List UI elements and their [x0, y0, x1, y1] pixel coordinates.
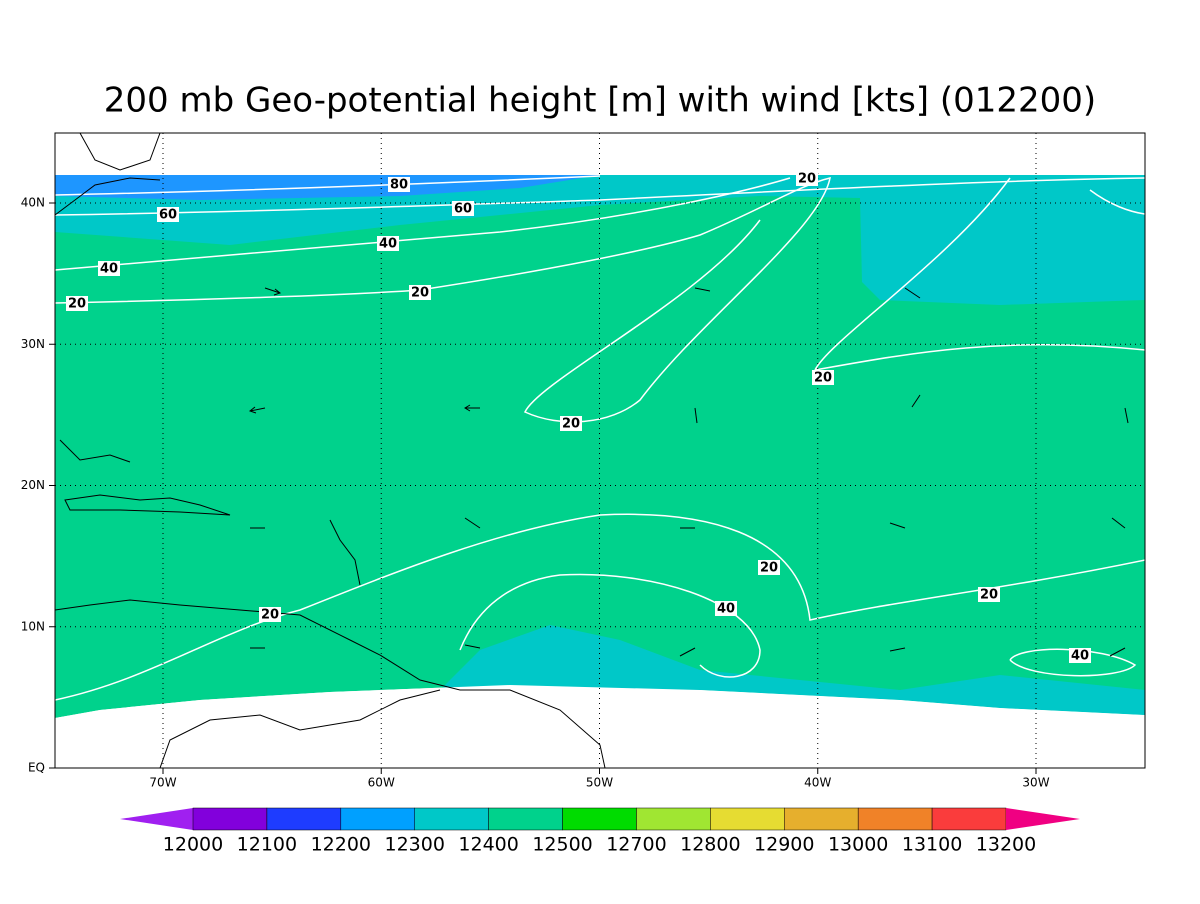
- wind-arrows: [248, 287, 1129, 657]
- contour-label: 20: [814, 371, 832, 386]
- lon-label: 30W: [1022, 776, 1049, 790]
- contour-label: 60: [454, 202, 472, 217]
- field-teal-north: [55, 175, 1145, 305]
- colorbar-box: [636, 807, 711, 831]
- colorbar-box: [562, 807, 637, 831]
- contours: [55, 175, 1145, 701]
- contour-label: 60: [159, 208, 177, 223]
- colorbar-box: [340, 807, 415, 831]
- colorbar: 12000 12100 12200 12300 12400 12500 12700 12800…: [120, 807, 1080, 856]
- colorbar-label: 12800: [680, 834, 740, 856]
- lon-label: 70W: [149, 776, 176, 790]
- contour-label: 20: [798, 172, 816, 187]
- colorbar-label: 12700: [606, 834, 666, 856]
- colorbar-label: 12500: [532, 834, 592, 856]
- coastlines: [55, 133, 606, 768]
- lat-label: 10N: [21, 619, 45, 633]
- colorbar-box: [857, 807, 933, 831]
- colorbar-label: 12400: [458, 834, 518, 856]
- field-green: [55, 175, 1145, 718]
- colorbar-box: [488, 807, 563, 831]
- contour-label: 20: [68, 297, 86, 312]
- lat-label: 30N: [21, 337, 45, 351]
- colorbar-box: [710, 807, 785, 831]
- colorbar-box: [784, 807, 859, 831]
- colorbar-label: 12300: [385, 834, 445, 856]
- lat-label: 40N: [21, 196, 45, 210]
- colorbar-label: 12000: [163, 834, 223, 856]
- lon-label: 60W: [368, 776, 395, 790]
- field-missing: [55, 685, 1145, 768]
- contour-label: 20: [562, 417, 580, 432]
- colorbar-label: 13200: [976, 834, 1036, 856]
- lon-label: 50W: [586, 776, 613, 790]
- colorbar-label: 12200: [311, 834, 371, 856]
- colorbar-box: [414, 807, 489, 831]
- colorbar-label: 12100: [237, 834, 297, 856]
- lon-label: 40W: [804, 776, 831, 790]
- colorbar-arrow: [120, 808, 193, 830]
- colorbar-box: [931, 807, 1007, 831]
- colorbar-label: 13100: [902, 834, 962, 856]
- contour-label: 40: [100, 262, 118, 277]
- contour-label: 40: [379, 237, 397, 252]
- colorbar-box: [192, 807, 268, 831]
- contour-label: 40: [1071, 649, 1089, 664]
- colorbar-arrow: [1006, 808, 1080, 830]
- colorbar-box: [266, 807, 342, 831]
- contour-labels: 80 60 60 40 40 20 20 20 20 20 20 20 40 2…: [66, 171, 1091, 664]
- colorbar-label: 13000: [828, 834, 888, 856]
- title: 200 mb Geo-potential height [m] with win…: [104, 81, 1096, 121]
- lat-label: 20N: [21, 478, 45, 492]
- colorbar-label: 12900: [754, 834, 814, 856]
- contour-label: 40: [717, 602, 735, 617]
- map-frame: [54, 132, 1146, 769]
- contour-label: 20: [411, 286, 429, 301]
- contour-label: 80: [390, 178, 408, 193]
- contour-label: 20: [760, 561, 778, 576]
- contour-label: 20: [261, 608, 279, 623]
- contour-label: 20: [980, 588, 998, 603]
- field-teal-south: [440, 625, 1145, 715]
- lat-label: EQ: [28, 761, 45, 775]
